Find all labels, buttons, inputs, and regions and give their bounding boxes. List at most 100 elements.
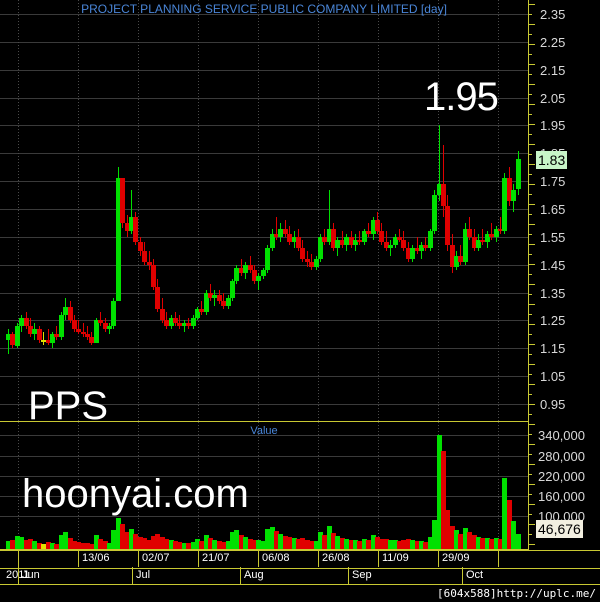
volume-bar <box>225 541 231 550</box>
axis-tick <box>528 164 535 165</box>
price-chart-panel[interactable]: PROJECT PLANNING SERVICE PUBLIC COMPANY … <box>0 0 528 421</box>
candle-wick <box>341 231 343 248</box>
candle-body <box>335 239 341 248</box>
candle-body <box>172 317 178 324</box>
candle-body <box>339 239 345 246</box>
candle-wick <box>328 189 330 246</box>
volume-bar <box>331 533 337 550</box>
axis-tick <box>528 314 532 315</box>
volume-bar <box>212 540 218 550</box>
volume-bar <box>111 530 117 550</box>
candle-body <box>63 306 69 315</box>
volume-chart-panel[interactable] <box>0 422 528 550</box>
candle-wick <box>442 144 444 218</box>
volume-bar <box>216 541 222 550</box>
volume-axis-label: 160,000 <box>538 489 585 505</box>
candle-body <box>295 236 301 248</box>
axis-tick <box>528 214 532 215</box>
volume-bar <box>49 543 55 550</box>
watermark-site: hoonyai.com <box>22 472 249 516</box>
volume-bar <box>454 530 460 550</box>
axis-tick <box>528 64 535 65</box>
axis-tick <box>528 534 532 535</box>
volume-bar <box>36 543 42 550</box>
axis-tick <box>528 254 532 255</box>
candle-body <box>32 328 38 335</box>
candle-body <box>208 292 214 299</box>
candle-wick <box>275 217 277 240</box>
volume-panel-label: Value <box>250 425 278 437</box>
candle-body <box>471 236 477 248</box>
candle-body <box>361 231 367 243</box>
gridline-horizontal <box>0 153 528 154</box>
candle-body <box>177 323 183 326</box>
volume-bar <box>396 541 402 550</box>
candle-body <box>85 334 91 338</box>
volume-bar <box>76 542 82 550</box>
gridline-horizontal <box>0 516 528 517</box>
date-axis-day-row <box>0 550 600 569</box>
candle-body <box>80 331 86 335</box>
axis-tick <box>528 24 535 25</box>
gridline-horizontal <box>0 14 528 15</box>
candle-wick <box>460 245 462 265</box>
volume-bar <box>129 529 134 550</box>
month-label: Sep <box>352 569 372 581</box>
panel-separator-line <box>0 421 528 422</box>
candle-body <box>348 236 354 246</box>
candle-body <box>120 178 126 223</box>
volume-bar <box>480 538 486 550</box>
day-label: 02/07 <box>142 552 170 564</box>
candle-wick <box>469 217 471 240</box>
candle-body <box>462 228 468 262</box>
axis-tick <box>528 274 532 275</box>
day-label: 06/08 <box>262 552 290 564</box>
axis-tick <box>528 414 532 415</box>
candle-body <box>383 242 389 248</box>
candle-body <box>124 222 130 232</box>
candle-body <box>326 228 332 243</box>
date-tick <box>378 550 379 567</box>
candle-body <box>309 261 315 268</box>
volume-bar <box>19 537 25 550</box>
candle-body <box>317 236 323 260</box>
volume-bar <box>436 435 442 550</box>
price-axis-label: 0.95 <box>540 397 566 412</box>
axis-tick <box>528 504 535 505</box>
candle-body <box>418 245 424 251</box>
candle-body <box>89 337 95 343</box>
volume-bar <box>71 541 77 550</box>
candle-body <box>449 245 455 268</box>
candle-body <box>150 264 156 287</box>
volume-bar <box>10 540 16 550</box>
date-tick <box>498 550 499 567</box>
candle-body <box>256 275 262 282</box>
axis-tick <box>528 34 532 35</box>
gridline-vertical <box>378 0 379 421</box>
axis-tick <box>528 434 532 435</box>
month-label: Jun <box>22 569 40 581</box>
gridline-horizontal <box>0 209 528 210</box>
gridline-horizontal <box>0 293 528 294</box>
gridline-horizontal <box>0 348 528 349</box>
volume-bar <box>370 535 376 550</box>
volume-bar <box>58 535 64 550</box>
volume-bar <box>181 543 187 550</box>
axis-tick <box>528 324 535 325</box>
volume-bar <box>427 537 433 550</box>
price-axis-label: 1.55 <box>540 229 566 245</box>
candle-wick <box>390 239 392 257</box>
candle-body <box>502 178 508 232</box>
candle-body <box>370 220 376 235</box>
candle-body <box>19 317 25 326</box>
date-tick <box>18 550 19 567</box>
volume-bar <box>339 538 345 550</box>
axis-tick <box>528 224 535 225</box>
axis-tick <box>528 174 532 175</box>
candle-body <box>396 236 402 240</box>
candle-wick <box>482 228 484 246</box>
axis-tick <box>528 384 535 385</box>
volume-bar <box>269 527 275 550</box>
volume-bar <box>511 521 517 550</box>
gridline-horizontal <box>0 125 528 126</box>
